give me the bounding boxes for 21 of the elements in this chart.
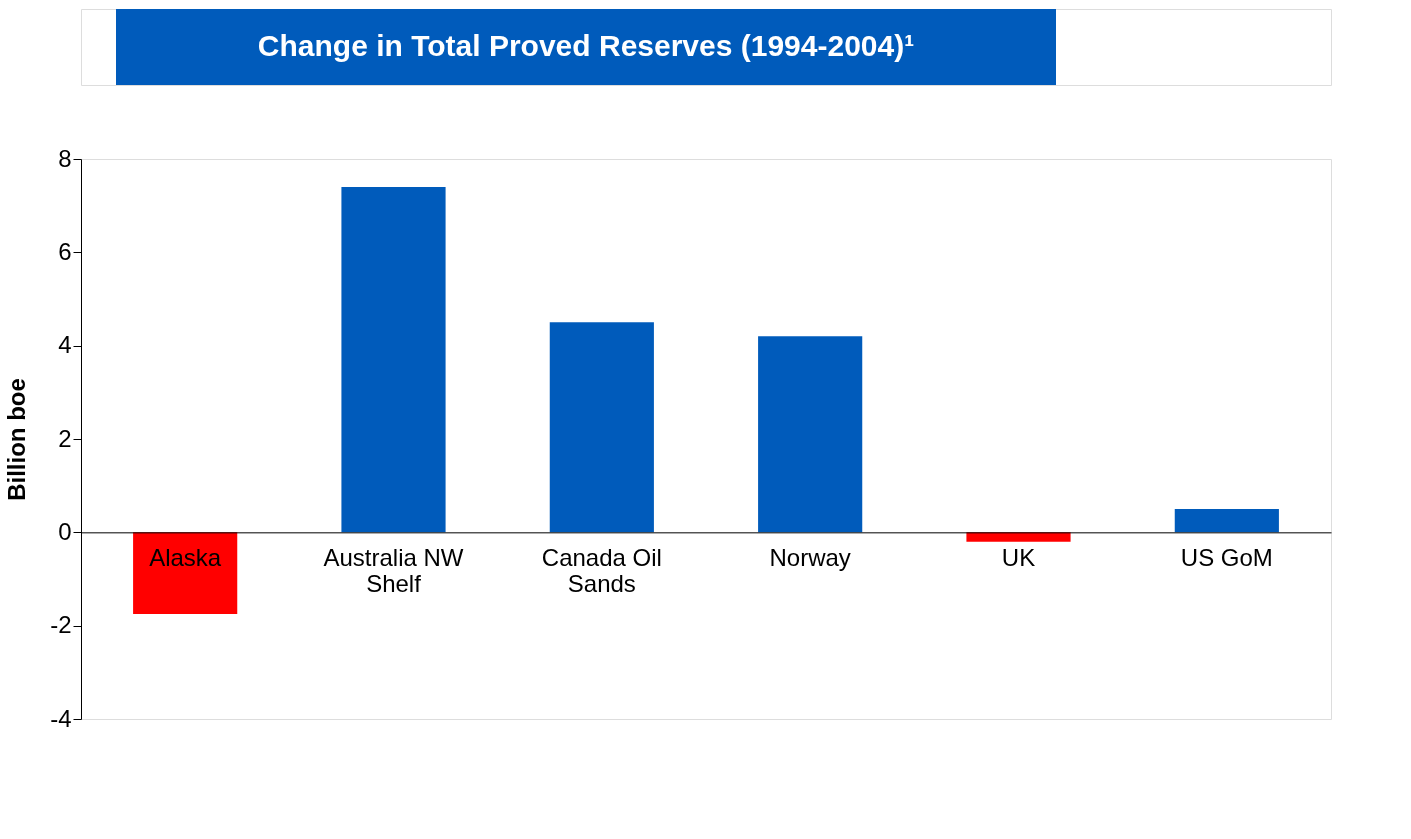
x-tick-label: UK: [1001, 543, 1036, 571]
bar: [133, 532, 238, 614]
x-tick-label: Alaska: [149, 543, 222, 571]
x-tick-label: US GoM: [1180, 543, 1273, 571]
x-tick-label: Australia NW Shelf: [323, 543, 464, 597]
bar: [966, 532, 1071, 542]
bar: [1174, 509, 1279, 533]
chart-title: Change in Total Proved Reserves (1994-2004)¹: [257, 29, 915, 62]
y-tick-label: 0: [58, 517, 72, 545]
x-tick-label: Norway: [769, 543, 851, 571]
y-tick-label: -4: [50, 704, 72, 732]
y-tick-label: 4: [58, 331, 72, 359]
y-tick-label: 6: [58, 237, 72, 265]
x-tick-label: Canada Oil Sands: [541, 543, 662, 597]
bar: [758, 336, 863, 533]
y-tick-label: 8: [58, 144, 72, 172]
bar: [549, 322, 654, 533]
y-axis-title: Billion boe: [3, 378, 31, 501]
y-tick-label: 2: [58, 424, 72, 452]
bar: [341, 187, 446, 533]
y-tick-label: -2: [50, 611, 72, 639]
